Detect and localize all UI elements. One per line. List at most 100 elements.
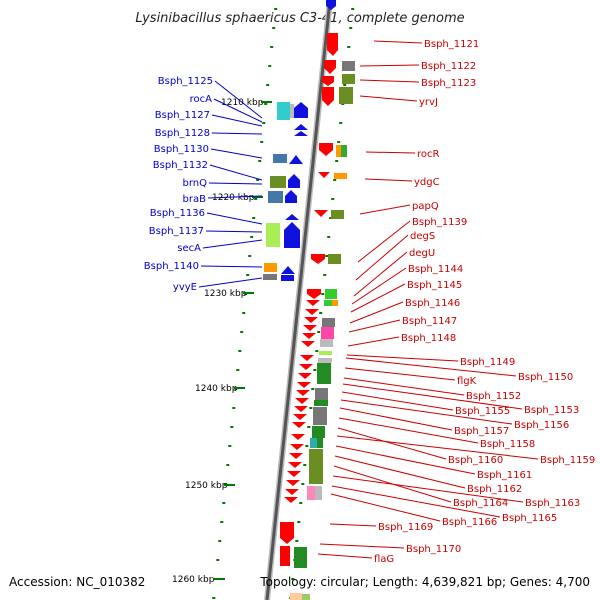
gene-arrow-down[interactable] bbox=[298, 373, 312, 379]
gene-box[interactable] bbox=[307, 486, 315, 500]
gene-arrow-up[interactable] bbox=[294, 124, 308, 130]
gene-label-bsph-1166[interactable]: Bsph_1166 bbox=[442, 517, 497, 528]
gene-box[interactable] bbox=[324, 300, 332, 306]
gene-label-bsph-1149[interactable]: Bsph_1149 bbox=[460, 357, 515, 368]
gene-label-bsph-1159[interactable]: Bsph_1159 bbox=[540, 455, 595, 466]
gene-label-bsph-1152[interactable]: Bsph_1152 bbox=[466, 391, 521, 402]
gene-arrow-down[interactable] bbox=[318, 172, 330, 178]
gene-label-papq[interactable]: papQ bbox=[412, 201, 439, 212]
gene-label-brnq[interactable]: brnQ bbox=[183, 178, 208, 189]
gene-box[interactable] bbox=[325, 289, 337, 299]
gene-box[interactable] bbox=[264, 263, 277, 272]
gene-arrow-up[interactable] bbox=[289, 155, 303, 164]
gene-arrow-down[interactable] bbox=[301, 341, 315, 347]
gene-box[interactable] bbox=[332, 300, 338, 306]
gene-label-bsph-1140[interactable]: Bsph_1140 bbox=[144, 261, 199, 272]
gene-box[interactable] bbox=[315, 486, 322, 500]
gene-arrow-down[interactable] bbox=[322, 76, 334, 86]
gene-label-bsph-1137[interactable]: Bsph_1137 bbox=[149, 226, 204, 237]
gene-box[interactable] bbox=[309, 449, 323, 484]
gene-label-bsph-1125[interactable]: Bsph_1125 bbox=[158, 76, 213, 87]
gene-box[interactable] bbox=[281, 275, 294, 281]
gene-label-bsph-1160[interactable]: Bsph_1160 bbox=[448, 455, 503, 466]
gene-label-bsph-1130[interactable]: Bsph_1130 bbox=[154, 144, 209, 155]
gene-box[interactable] bbox=[342, 74, 355, 84]
gene-box[interactable] bbox=[321, 327, 334, 339]
gene-arrow-up[interactable] bbox=[285, 214, 299, 220]
gene-arrow-down[interactable] bbox=[322, 87, 334, 106]
gene-arrow-down[interactable] bbox=[289, 453, 303, 459]
gene-box[interactable] bbox=[336, 145, 341, 157]
gene-arrow-down[interactable] bbox=[327, 33, 338, 56]
gene-label-bsph-1144[interactable]: Bsph_1144 bbox=[408, 264, 463, 275]
gene-box[interactable] bbox=[313, 407, 327, 425]
gene-box[interactable] bbox=[318, 358, 332, 363]
gene-label-bsph-1163[interactable]: Bsph_1163 bbox=[525, 498, 580, 509]
gene-box[interactable] bbox=[263, 274, 277, 280]
gene-arrow-down[interactable] bbox=[314, 210, 328, 217]
gene-arrow-down[interactable] bbox=[294, 406, 308, 412]
gene-arrow-down[interactable] bbox=[305, 309, 319, 315]
gene-label-rocr[interactable]: rocR bbox=[417, 149, 440, 160]
gene-arrow-up[interactable] bbox=[294, 102, 308, 118]
gene-label-bsph-1139[interactable]: Bsph_1139 bbox=[412, 217, 467, 228]
gene-arrow-up[interactable] bbox=[284, 222, 300, 248]
gene-arrow-down[interactable] bbox=[324, 60, 336, 74]
gene-label-bsph-1156[interactable]: Bsph_1156 bbox=[514, 420, 569, 431]
gene-arrow-up[interactable] bbox=[294, 131, 308, 136]
gene-box[interactable] bbox=[317, 438, 323, 448]
gene-box[interactable] bbox=[328, 254, 341, 264]
gene-arrow-up[interactable] bbox=[285, 190, 297, 203]
gene-box[interactable] bbox=[270, 176, 286, 188]
gene-arrow-down[interactable] bbox=[303, 325, 317, 331]
gene-box[interactable] bbox=[273, 154, 287, 163]
gene-arrow-top[interactable] bbox=[326, 0, 336, 10]
gene-label-degs[interactable]: degS bbox=[410, 231, 435, 242]
gene-label-bsph-1122[interactable]: Bsph_1122 bbox=[421, 61, 476, 72]
gene-box[interactable] bbox=[341, 145, 347, 157]
gene-arrow-down[interactable] bbox=[295, 398, 309, 404]
gene-box[interactable] bbox=[319, 351, 332, 355]
gene-label-flag[interactable]: flaG bbox=[374, 554, 394, 565]
gene-label-bsph-1169[interactable]: Bsph_1169 bbox=[378, 522, 433, 533]
gene-label-bsph-1164[interactable]: Bsph_1164 bbox=[453, 498, 508, 509]
gene-label-bsph-1155[interactable]: Bsph_1155 bbox=[455, 406, 510, 417]
gene-label-bsph-1127[interactable]: Bsph_1127 bbox=[155, 110, 210, 121]
gene-label-bsph-1147[interactable]: Bsph_1147 bbox=[402, 316, 457, 327]
gene-label-ydgc[interactable]: ydgC bbox=[414, 177, 440, 188]
gene-box[interactable] bbox=[310, 438, 317, 448]
gene-label-bsph-1146[interactable]: Bsph_1146 bbox=[405, 298, 460, 309]
gene-arrow-down[interactable] bbox=[297, 382, 311, 388]
gene-label-bsph-1145[interactable]: Bsph_1145 bbox=[407, 280, 462, 291]
gene-box[interactable] bbox=[331, 210, 344, 219]
gene-box[interactable] bbox=[268, 191, 283, 203]
gene-label-yvye[interactable]: yvyE bbox=[173, 282, 197, 293]
gene-label-bsph-1150[interactable]: Bsph_1150 bbox=[518, 372, 573, 383]
gene-label-bsph-1170[interactable]: Bsph_1170 bbox=[406, 544, 461, 555]
gene-box[interactable] bbox=[320, 339, 333, 347]
gene-arrow-down[interactable] bbox=[284, 497, 298, 503]
gene-label-bsph-1136[interactable]: Bsph_1136 bbox=[150, 208, 205, 219]
gene-box[interactable] bbox=[339, 87, 353, 104]
gene-label-degu[interactable]: degU bbox=[409, 248, 435, 259]
gene-arrow-up[interactable] bbox=[288, 174, 300, 188]
gene-box[interactable] bbox=[314, 400, 328, 406]
gene-box[interactable] bbox=[277, 102, 290, 120]
gene-label-seca[interactable]: secA bbox=[177, 243, 201, 254]
gene-arrow-down[interactable] bbox=[307, 289, 321, 299]
gene-arrow-down[interactable] bbox=[293, 414, 307, 420]
gene-arrow-down[interactable] bbox=[287, 471, 301, 477]
gene-arrow-down[interactable] bbox=[311, 254, 325, 264]
gene-arrow-down[interactable] bbox=[286, 480, 300, 486]
gene-arrow-down[interactable] bbox=[280, 522, 294, 544]
gene-arrow-up[interactable] bbox=[281, 266, 295, 274]
gene-label-yrvj[interactable]: yrvJ bbox=[419, 97, 438, 108]
gene-label-bsph-1165[interactable]: Bsph_1165 bbox=[502, 513, 557, 524]
gene-box[interactable] bbox=[334, 173, 347, 179]
gene-arrow-down[interactable] bbox=[290, 444, 304, 450]
gene-box[interactable] bbox=[322, 318, 335, 327]
gene-label-bsph-1148[interactable]: Bsph_1148 bbox=[401, 333, 456, 344]
gene-box[interactable] bbox=[315, 388, 328, 400]
gene-label-flgk[interactable]: flgK bbox=[457, 376, 477, 387]
gene-label-bsph-1128[interactable]: Bsph_1128 bbox=[155, 128, 210, 139]
